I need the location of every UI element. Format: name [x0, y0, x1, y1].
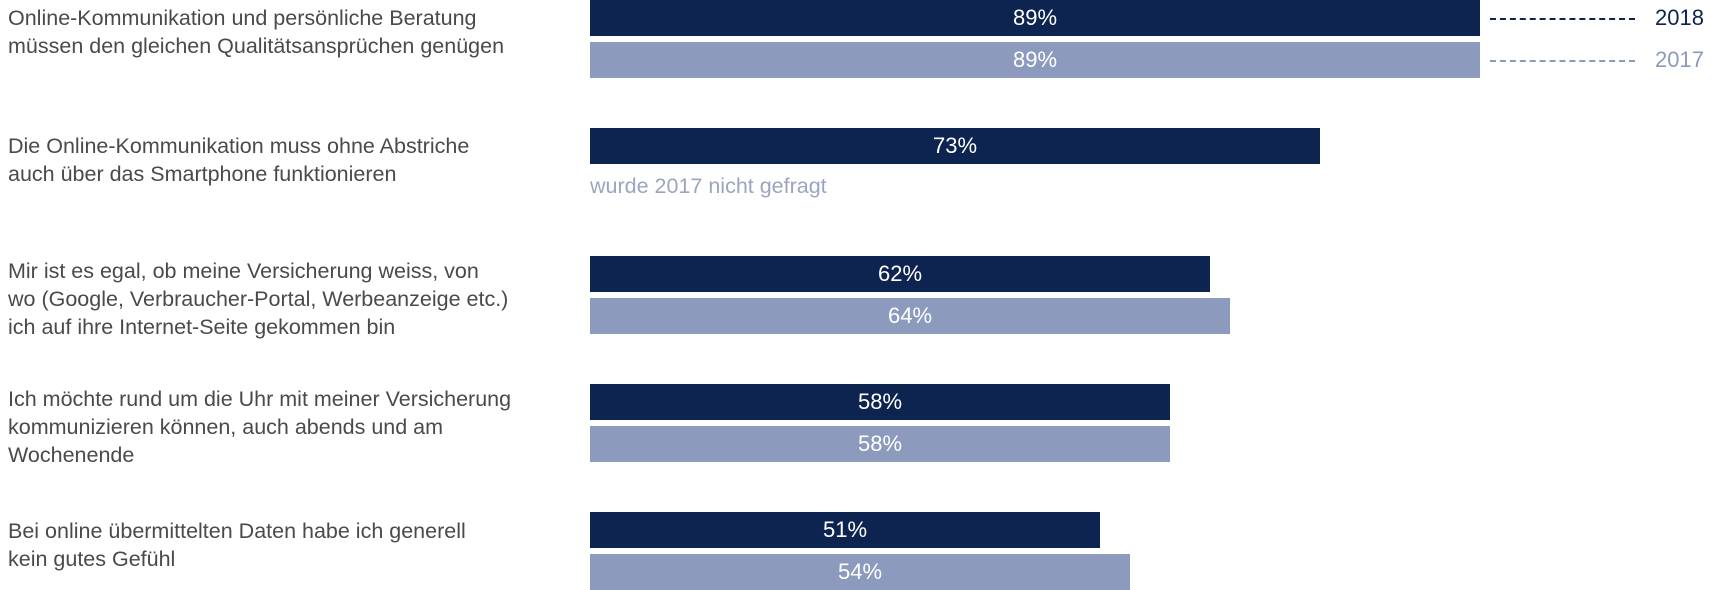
- bar-value-label: 58%: [857, 431, 903, 456]
- category-label-line: auch über das Smartphone funktionieren: [8, 162, 397, 186]
- bar-2017-3: 58%: [590, 426, 1170, 462]
- category-label-line: müssen den gleichen Qualitätsansprüchen …: [8, 34, 505, 58]
- bar-value-label: 73%: [932, 133, 978, 158]
- bar-2017-0: 89%: [590, 42, 1480, 78]
- bar-2018-0: 89%: [590, 0, 1480, 36]
- bar-value-label: 89%: [1012, 5, 1058, 30]
- bar-value-label: 64%: [887, 303, 933, 328]
- category-label-line: wo (Google, Verbraucher-Portal, Werbeanz…: [8, 287, 509, 311]
- not-asked-note: wurde 2017 nicht gefragt: [590, 174, 827, 198]
- bar-2017-2: 64%: [590, 298, 1230, 334]
- legend-label-2018: 2018: [1655, 5, 1704, 30]
- category-label: Bei online übermittelten Daten habe ich …: [8, 517, 568, 573]
- category-label-line: ich auf ihre Internet-Seite gekommen bin: [8, 315, 396, 339]
- category-label-line: Ich möchte rund um die Uhr mit meiner Ve…: [8, 387, 512, 411]
- bar-2017-4: 54%: [590, 554, 1130, 590]
- bar-2018-1: 73%: [590, 128, 1320, 164]
- category-label-line: Online-Kommunikation und persönliche Ber…: [8, 6, 477, 30]
- bar-value-label: 62%: [877, 261, 923, 286]
- bar-2018-4: 51%: [590, 512, 1100, 548]
- category-label: Die Online-Kommunikation muss ohne Abstr…: [8, 132, 568, 188]
- category-label: Ich möchte rund um die Uhr mit meiner Ve…: [8, 385, 568, 469]
- bar-value-label: 58%: [857, 389, 903, 414]
- category-label-line: kommunizieren können, auch abends und am: [8, 415, 444, 439]
- category-label-line: Die Online-Kommunikation muss ohne Abstr…: [8, 134, 470, 158]
- category-label: Mir ist es egal, ob meine Versicherung w…: [8, 257, 568, 341]
- bar-2018-3: 58%: [590, 384, 1170, 420]
- bar-value-label: 54%: [837, 559, 883, 584]
- category-label-line: Wochenende: [8, 443, 135, 467]
- category-label-line: Mir ist es egal, ob meine Versicherung w…: [8, 259, 479, 283]
- category-label-line: kein gutes Gefühl: [8, 547, 176, 571]
- category-label-line: Bei online übermittelten Daten habe ich …: [8, 519, 466, 543]
- bar-value-label: 89%: [1012, 47, 1058, 72]
- bar-2018-2: 62%: [590, 256, 1210, 292]
- legend-dash-2018: [1490, 18, 1635, 20]
- legend-dash-2017: [1490, 60, 1635, 62]
- legend-label-2017: 2017: [1655, 47, 1704, 72]
- category-label: Online-Kommunikation und persönliche Ber…: [8, 4, 568, 60]
- bar-value-label: 51%: [822, 517, 868, 542]
